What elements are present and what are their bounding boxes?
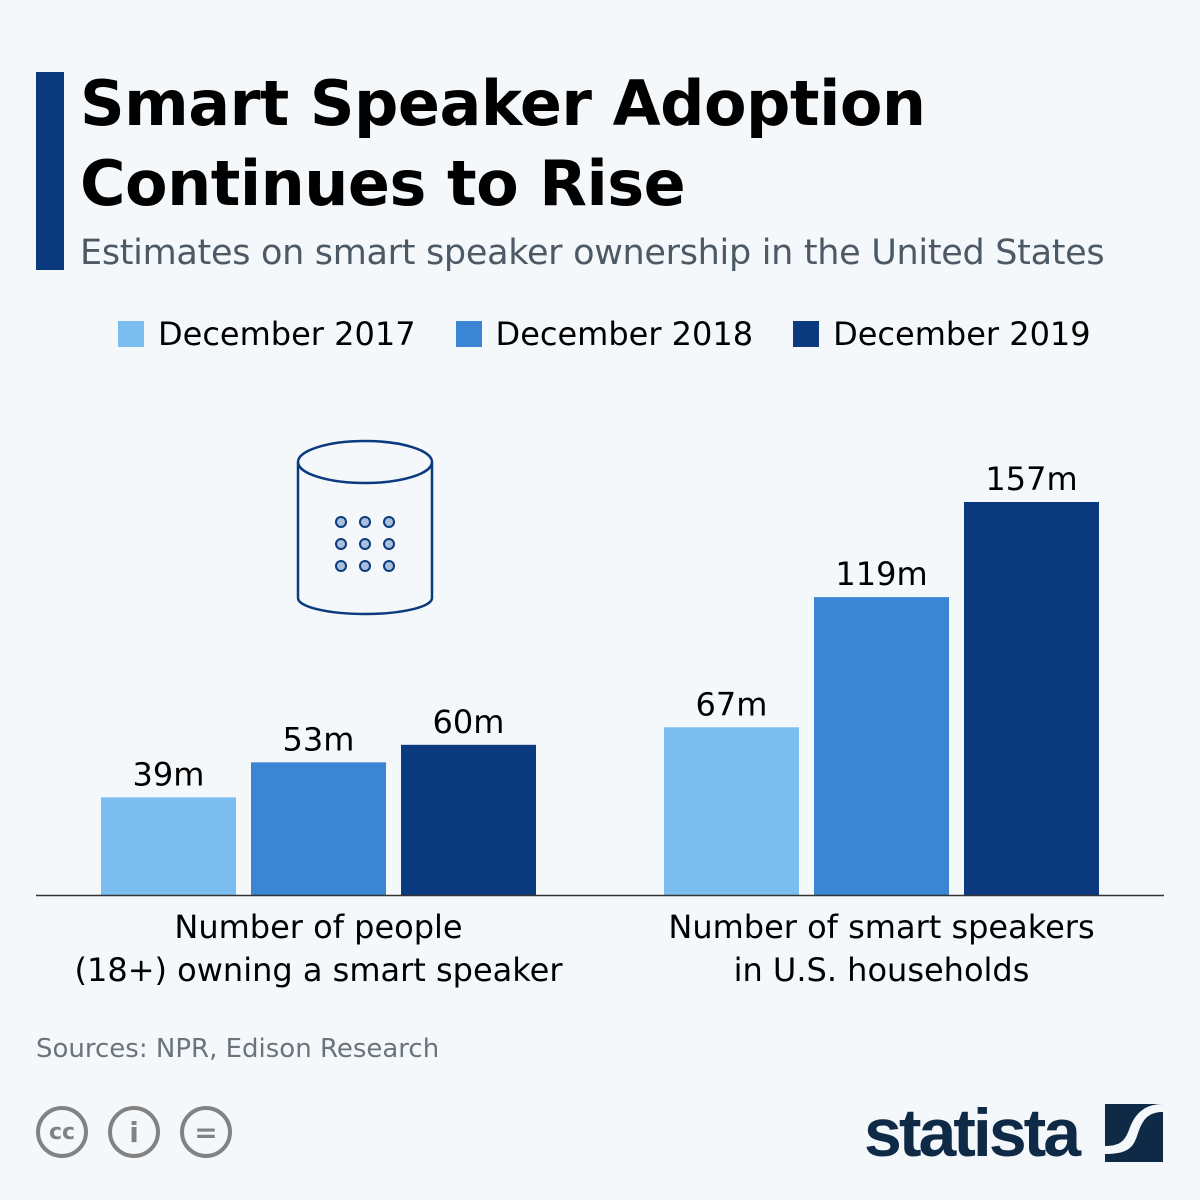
legend-swatch (455, 321, 482, 347)
page-title: Smart Speaker Adoption Continues to Rise (80, 64, 926, 224)
bar (814, 597, 949, 895)
legend-item: December 2019 (793, 315, 1091, 353)
title-line-2: Continues to Rise (80, 147, 686, 220)
legend-item: December 2018 (455, 315, 754, 353)
subtitle: Estimates on smart speaker ownership in … (80, 233, 1105, 273)
statista-logo[interactable]: statista (864, 1095, 1081, 1171)
legend-label: December 2017 (158, 315, 416, 353)
data-label: 119m (835, 555, 927, 593)
data-label: 39m (133, 755, 205, 793)
data-label: 60m (433, 703, 505, 741)
bar (401, 744, 536, 895)
category-label: Number of people (174, 908, 462, 946)
legend: December 2017 December 2018 December 201… (118, 315, 1131, 353)
logo-text: statista (864, 1095, 1081, 1171)
category-label: in U.S. households (734, 951, 1030, 989)
statista-logo-icon (1105, 1104, 1163, 1162)
bar (964, 502, 1099, 895)
legend-item: December 2017 (118, 315, 416, 353)
title-line-1: Smart Speaker Adoption (80, 67, 926, 140)
category-label: (18+) owning a smart speaker (75, 951, 564, 989)
no-derivatives-icon[interactable]: = (180, 1106, 232, 1158)
legend-label: December 2018 (495, 315, 754, 353)
legend-swatch (793, 321, 820, 347)
attribution-icon[interactable]: i (108, 1106, 160, 1158)
legend-swatch (118, 321, 144, 347)
bar (251, 762, 386, 895)
speaker-icon (296, 439, 434, 616)
data-label: 157m (985, 460, 1077, 498)
bar (101, 797, 236, 895)
cc-icon[interactable]: cc (36, 1106, 88, 1158)
legend-label: December 2019 (833, 315, 1091, 353)
category-label: Number of smart speakers (668, 908, 1094, 946)
title-accent-bar (36, 72, 64, 270)
data-label: 67m (696, 685, 768, 723)
source: Sources: NPR, Edison Research (36, 1034, 440, 1064)
data-label: 53m (283, 720, 355, 758)
bar (664, 727, 799, 895)
